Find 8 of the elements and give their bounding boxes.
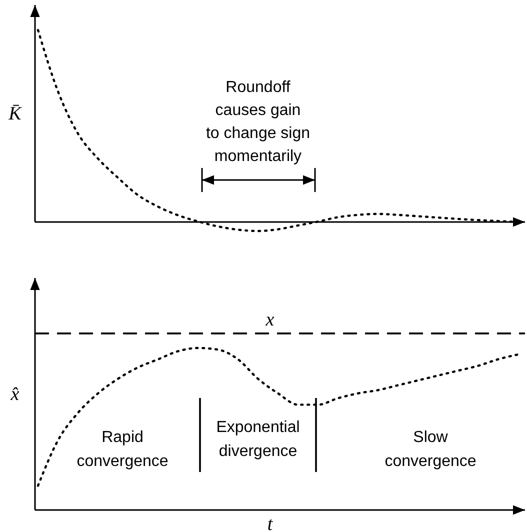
annotation: Slow convergence <box>384 429 476 470</box>
ref-line-label: x <box>264 309 275 330</box>
y-axis-title: x̂ <box>10 384 20 405</box>
annotation: Rapid convergence <box>76 429 168 470</box>
x-axis-title: t <box>267 514 274 532</box>
y-axis-title: K̄ <box>8 104 23 124</box>
annotation: Exponential divergence <box>216 419 300 460</box>
annotation: Roundoff causes gain to change sign momentarily <box>206 79 310 165</box>
